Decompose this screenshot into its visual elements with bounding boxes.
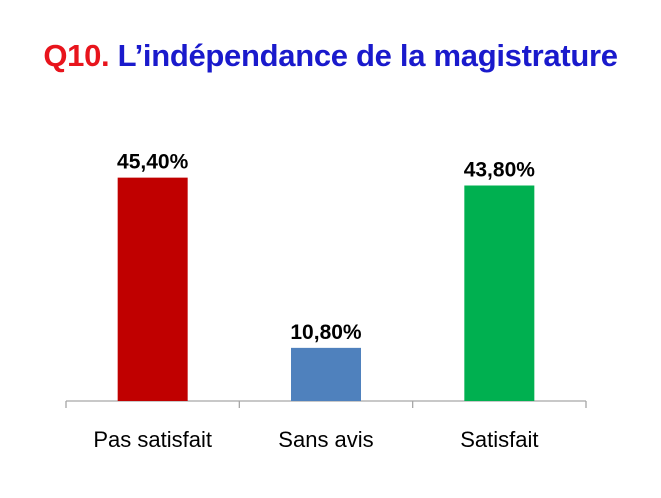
x-tick-label-3: Satisfait — [460, 427, 538, 452]
chart-title-prefix: Q10. — [43, 38, 110, 73]
x-tick-label-2: Sans avis — [278, 427, 373, 452]
data-label-3: 43,80% — [464, 159, 536, 182]
data-label-1: 45,40% — [117, 151, 189, 174]
bar-1 — [117, 177, 188, 401]
x-tick-label-1: Pas satisfait — [93, 427, 212, 452]
plot-area: 45,40% Pas satisfait 10,80% Sans avis 43,80%… — [65, 151, 587, 452]
chart-title-text: L’indépendance de la magistrature — [117, 38, 618, 73]
chart-title: Q10. L’indépendance de la magistrature — [0, 38, 661, 74]
bar-2 — [291, 347, 361, 401]
data-label-2: 10,80% — [290, 321, 362, 344]
bar-3 — [464, 185, 535, 401]
